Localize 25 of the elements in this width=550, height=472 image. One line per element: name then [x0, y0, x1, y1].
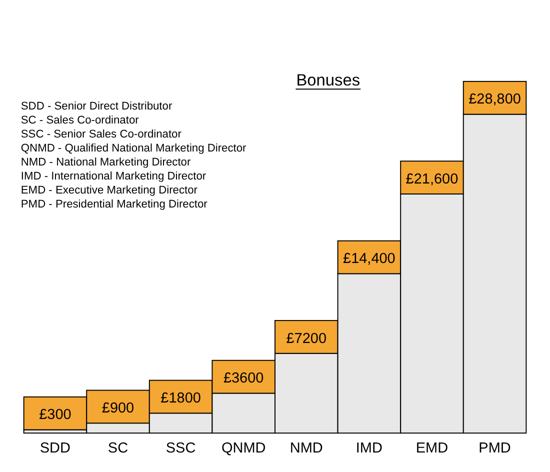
data-label: £21,600 [406, 171, 458, 188]
x-tick-label: SSC [166, 440, 196, 456]
data-label: £3600 [223, 370, 264, 387]
data-label: £1800 [160, 390, 201, 407]
annotation: IMD - International Marketing Director [20, 170, 206, 182]
x-tick-label: NMD [290, 440, 323, 456]
annotation: QNMD - Qualified National Marketing Director [20, 142, 247, 154]
data-label: £28,800 [468, 92, 521, 108]
data-label: £900 [102, 400, 134, 416]
x-tick-label: SC [108, 440, 128, 456]
x-tick-label: PMD [478, 440, 511, 456]
x-tick-label: SDD [40, 440, 71, 456]
annotation: PMD - Presidential Marketing Director [20, 198, 208, 210]
data-label: £7200 [286, 330, 327, 347]
annotation: SSC - Senior Sales Co-ordinator [20, 128, 182, 140]
annotation: NMD - National Marketing Director [20, 156, 191, 168]
data-label: £300 [39, 407, 72, 424]
text: SDD - Senior Direct Distributor [20, 100, 172, 112]
chart-title: Bonuses [296, 71, 360, 90]
x-tick-label: EMD [416, 440, 448, 456]
x-tick-label: IMD [356, 440, 382, 456]
data-label: £14,400 [343, 251, 396, 268]
annotation: SC - Sales Co-ordinator [20, 114, 140, 126]
x-tick-label: QNMD [221, 440, 266, 456]
annotation: EMD - Executive Marketing Director [20, 184, 198, 196]
